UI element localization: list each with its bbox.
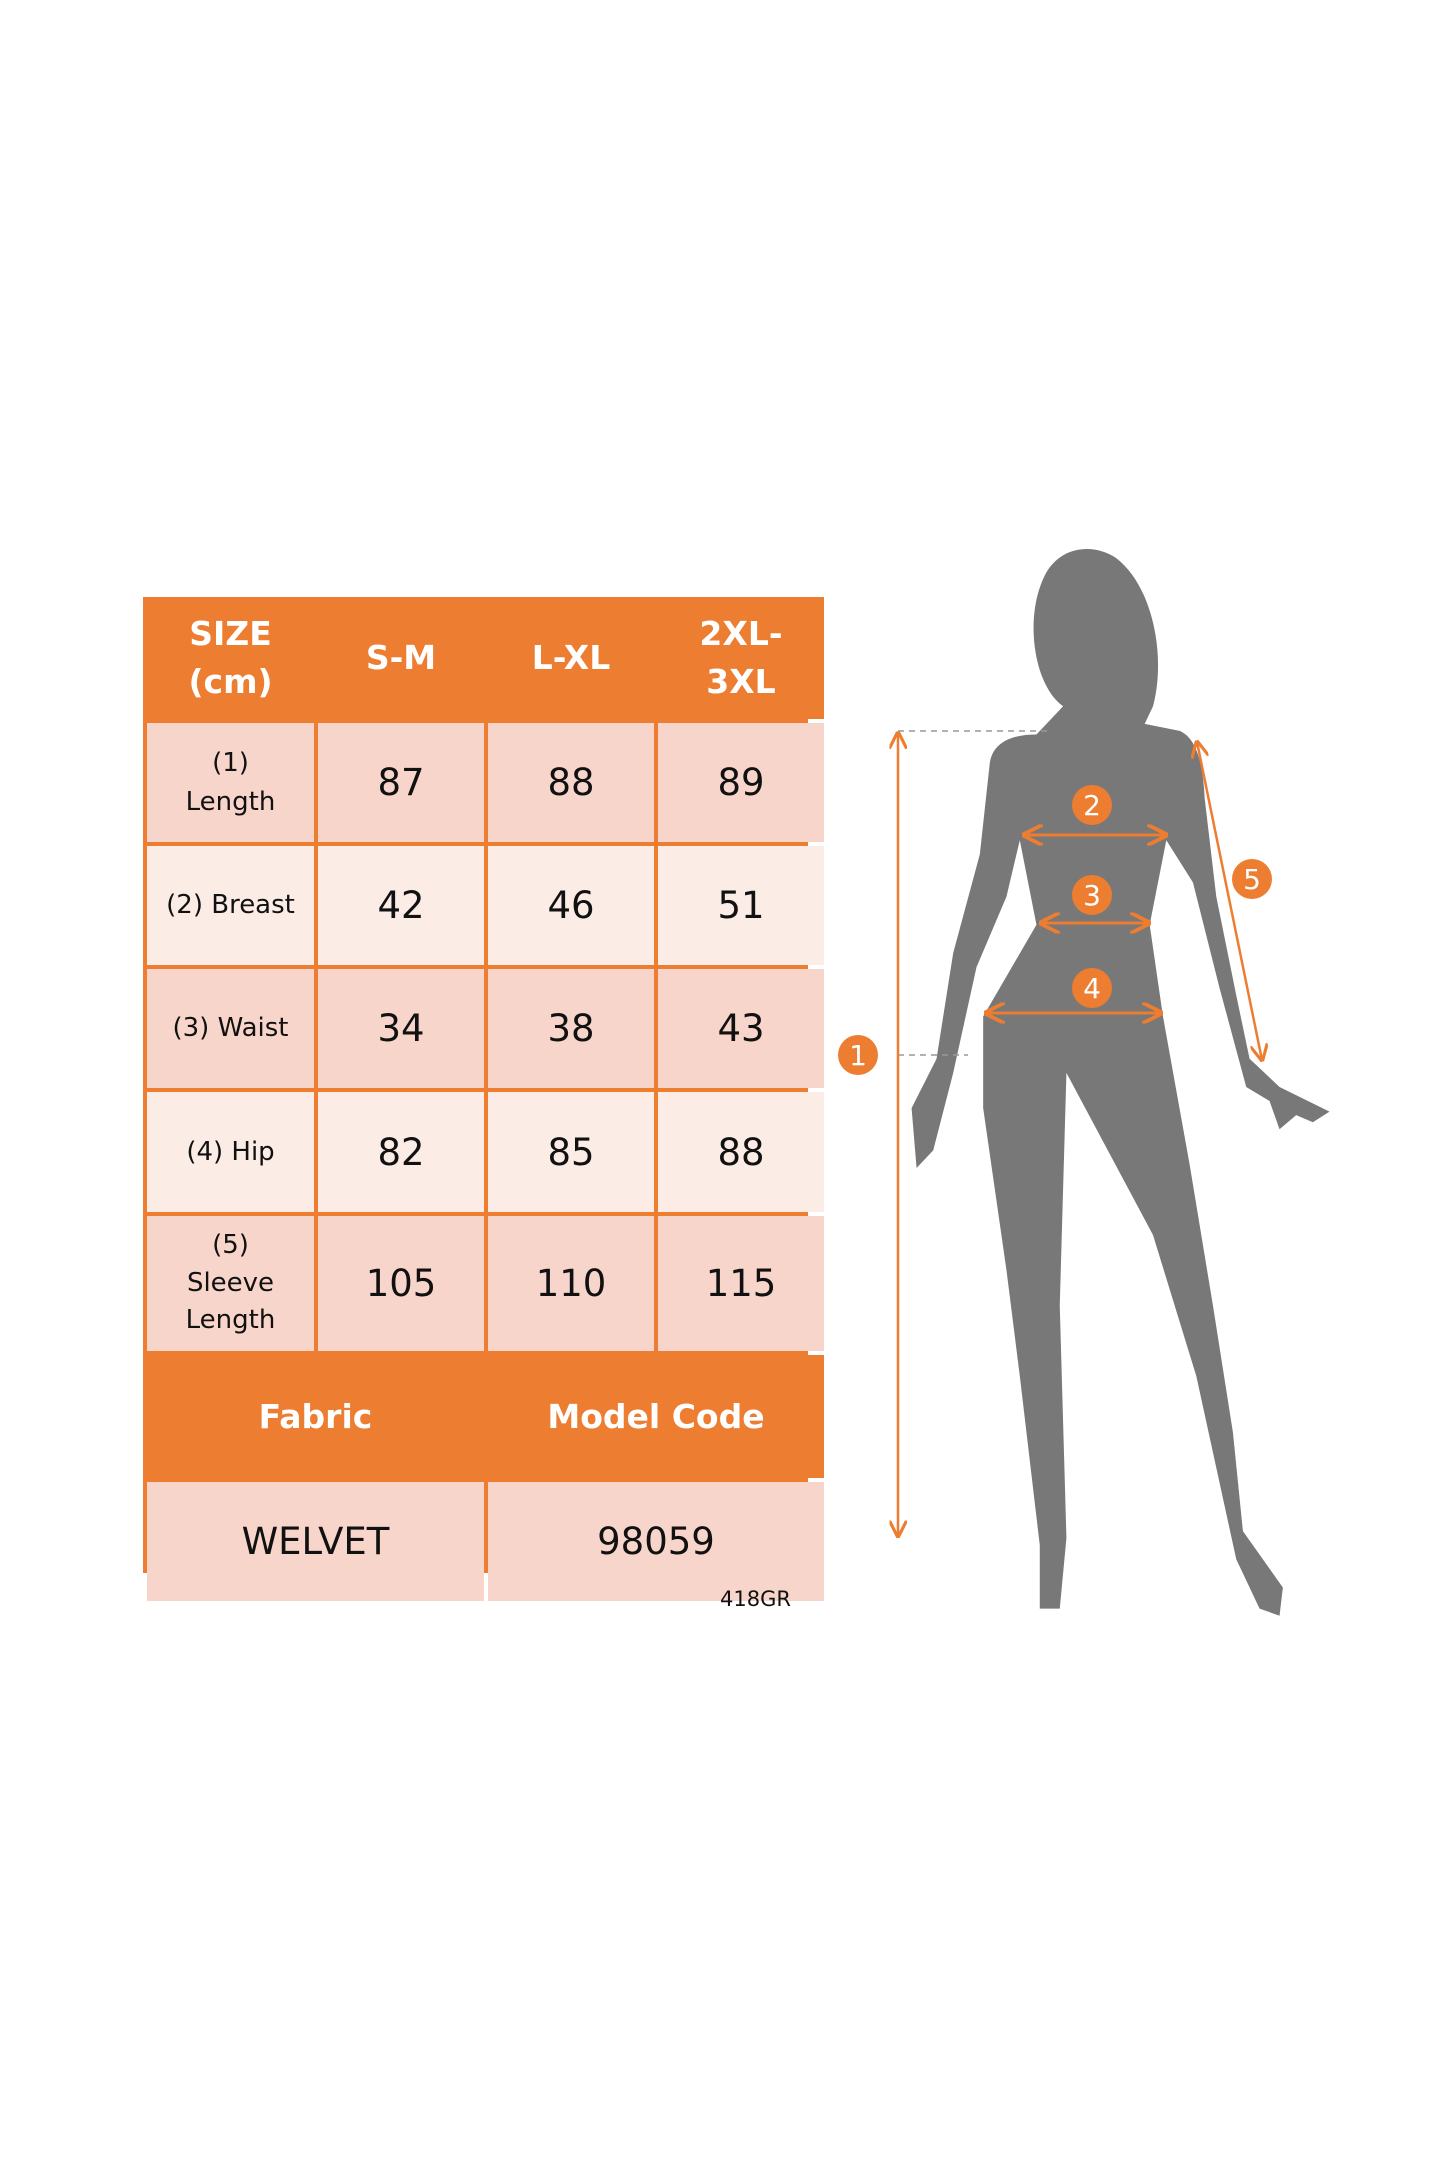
model-code-value: 98059	[488, 1482, 824, 1601]
marker-2: 2	[1072, 785, 1112, 825]
model-code-header: Model Code	[488, 1355, 824, 1478]
waist-l-xl: 38	[488, 969, 654, 1088]
marker-5: 5	[1232, 859, 1272, 899]
header-l-xl: L-XL	[488, 597, 654, 719]
length-s-m: 87	[318, 723, 484, 842]
header-s-m: S-M	[318, 597, 484, 719]
svg-text:1: 1	[849, 1039, 867, 1072]
sleeve-l-xl: 110	[488, 1216, 654, 1351]
sleeve-2xl-3xl: 115	[658, 1216, 824, 1351]
length-l-xl: 88	[488, 723, 654, 842]
row-label-length: (1) Length	[147, 723, 314, 842]
hip-l-xl: 85	[488, 1092, 654, 1212]
header-2xl-3xl: 2XL- 3XL	[658, 597, 824, 719]
marker-4: 4	[1072, 968, 1112, 1008]
hip-s-m: 82	[318, 1092, 484, 1212]
row-label-sleeve-length: (5) Sleeve Length	[147, 1216, 314, 1351]
breast-s-m: 42	[318, 846, 484, 965]
waist-s-m: 34	[318, 969, 484, 1088]
svg-text:3: 3	[1083, 879, 1101, 912]
product-code-note: 418GR	[720, 1587, 791, 1611]
svg-text:4: 4	[1083, 972, 1101, 1005]
waist-2xl-3xl: 43	[658, 969, 824, 1088]
sleeve-s-m: 105	[318, 1216, 484, 1351]
svg-text:5: 5	[1243, 863, 1261, 896]
sleeve-arrow	[1197, 742, 1262, 1060]
row-label-hip: (4) Hip	[147, 1092, 314, 1212]
header-label: SIZE (cm)	[188, 614, 273, 701]
marker-3: 3	[1072, 875, 1112, 915]
breast-2xl-3xl: 51	[658, 846, 824, 965]
size-chart-table: SIZE (cm) S-M L-XL 2XL- 3XL (1) Length 8…	[143, 597, 824, 1601]
hip-2xl-3xl: 88	[658, 1092, 824, 1212]
fabric-header: Fabric	[147, 1355, 484, 1478]
fabric-value: WELVET	[147, 1482, 484, 1601]
row-label-breast: (2) Breast	[147, 846, 314, 965]
marker-1: 1	[838, 1035, 878, 1075]
header-size-cm: SIZE (cm)	[147, 597, 314, 719]
breast-l-xl: 46	[488, 846, 654, 965]
length-2xl-3xl: 89	[658, 723, 824, 842]
woman-silhouette	[911, 548, 1330, 1616]
svg-text:2: 2	[1083, 789, 1101, 822]
row-label-waist: (3) Waist	[147, 969, 314, 1088]
